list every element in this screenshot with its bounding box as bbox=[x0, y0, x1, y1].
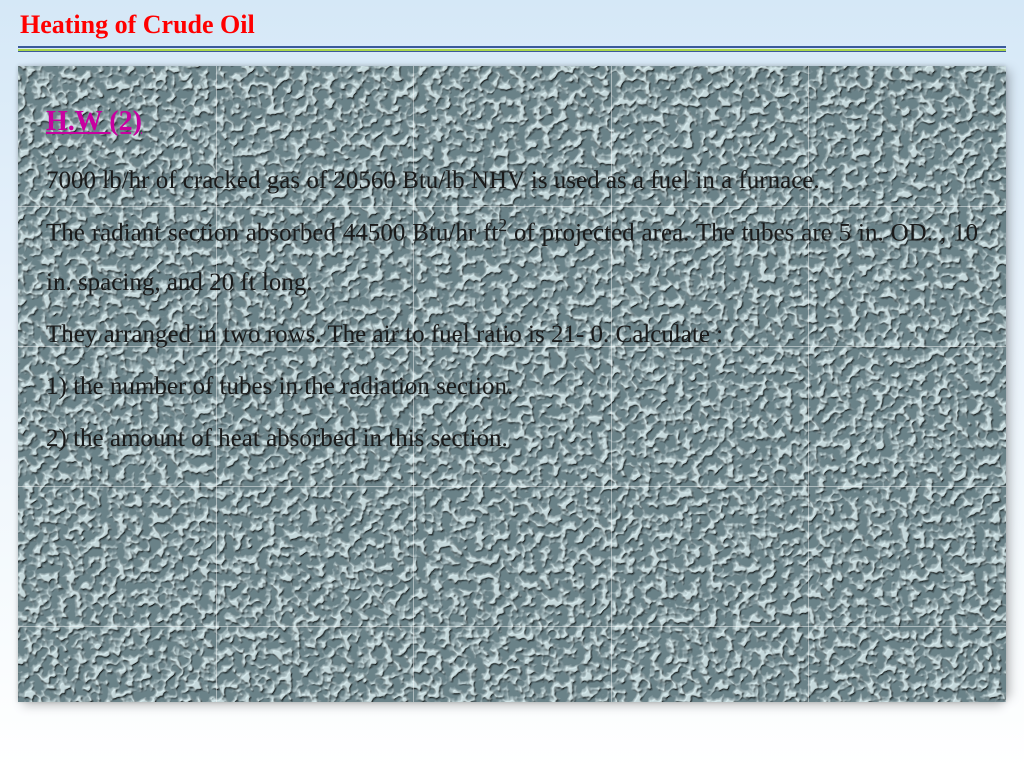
paragraph-1: 7000 lb/hr of cracked gas of 20560 Btu/l… bbox=[46, 156, 978, 206]
text-wrap: H.W (2) 7000 lb/hr of cracked gas of 205… bbox=[46, 94, 978, 464]
paragraph-2: The radiant section absorbed 44500 Btu/h… bbox=[46, 208, 978, 308]
p2-sup: 2 bbox=[498, 215, 507, 235]
hw-label: H.W (2) bbox=[46, 94, 142, 150]
content-box: H.W (2) 7000 lb/hr of cracked gas of 205… bbox=[18, 66, 1006, 702]
title-rule bbox=[18, 46, 1006, 52]
p2-pre: The radiant section absorbed 44500 Btu/h… bbox=[46, 219, 498, 246]
page-title: Heating of Crude Oil bbox=[18, 10, 1006, 46]
paragraph-3: They arranged in two rows. The air to fu… bbox=[46, 310, 978, 360]
slide: Heating of Crude Oil bbox=[0, 0, 1024, 768]
question-2: 2) the amount of heat absorbed in this s… bbox=[46, 414, 978, 464]
question-1: 1) the number of tubes in the radiation … bbox=[46, 362, 978, 412]
